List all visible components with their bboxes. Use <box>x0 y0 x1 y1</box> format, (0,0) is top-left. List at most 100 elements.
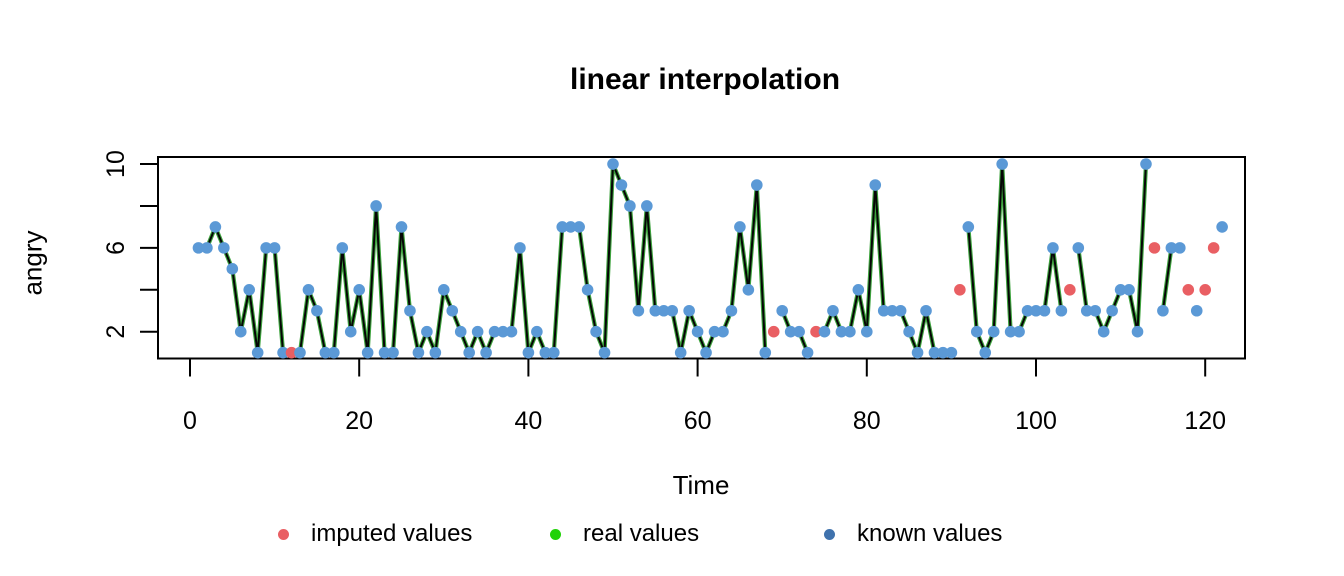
known-data-point <box>928 346 941 359</box>
series-line <box>848 288 860 333</box>
known-data-point <box>987 325 1000 338</box>
known-data-point <box>1216 221 1228 233</box>
series-line <box>273 246 285 354</box>
known-data-point <box>945 346 958 359</box>
series-line <box>916 309 928 354</box>
known-data-point <box>1089 304 1102 317</box>
legend-label-real: real values <box>583 520 700 547</box>
imputed-data-point <box>1182 283 1195 296</box>
known-data-point <box>353 283 366 296</box>
x-tick-label: 80 <box>853 407 881 435</box>
legend-label-known: known values <box>857 520 1003 547</box>
series-line <box>518 246 530 354</box>
series-line <box>231 267 242 333</box>
known-data-point <box>277 346 289 359</box>
known-data-point <box>962 221 975 233</box>
known-data-point <box>395 221 408 233</box>
known-data-point <box>260 242 272 254</box>
known-data-point <box>1038 304 1051 317</box>
known-data-point <box>268 242 281 254</box>
y-tick-label: 6 <box>102 241 130 255</box>
real-values-dot-icon <box>550 528 561 540</box>
known-data-point <box>522 346 535 359</box>
x-tick-label: 60 <box>684 407 712 435</box>
series-line <box>400 225 411 312</box>
series-line <box>332 246 344 354</box>
known-data-point <box>547 346 560 359</box>
known-data-point <box>497 325 509 338</box>
known-data-point <box>226 263 239 275</box>
known-data-point <box>1013 325 1025 338</box>
known-data-point <box>251 346 264 359</box>
known-data-point <box>827 304 839 317</box>
known-data-point <box>319 346 332 359</box>
series-line <box>967 225 978 333</box>
known-data-point <box>201 242 213 254</box>
known-data-point <box>894 304 907 317</box>
known-data-point <box>412 346 425 359</box>
x-tick-label: 20 <box>345 407 373 435</box>
known-data-point <box>421 325 433 338</box>
known-data-point <box>488 325 501 338</box>
known-data-point <box>920 304 932 317</box>
y-tick-label: 10 <box>102 150 130 178</box>
imputed-data-point <box>954 283 966 296</box>
known-data-point <box>243 283 256 296</box>
known-data-point <box>590 325 602 338</box>
known-data-point <box>539 346 552 359</box>
series-line <box>925 309 936 354</box>
known-data-point <box>725 304 738 317</box>
known-data-point <box>1165 242 1178 254</box>
x-tick-label: 40 <box>514 407 542 435</box>
series-line <box>349 288 361 333</box>
known-data-point <box>471 325 484 338</box>
known-data-point <box>336 242 349 254</box>
known-data-point <box>624 200 636 212</box>
series-line <box>315 309 327 354</box>
known-data-point <box>886 304 898 317</box>
known-data-point <box>607 158 619 170</box>
known-data-point <box>657 304 670 317</box>
imputed-data-point <box>1199 283 1211 296</box>
series-line <box>865 184 877 333</box>
known-data-point <box>514 242 526 254</box>
known-data-point <box>378 346 391 359</box>
known-data-point <box>683 304 695 317</box>
series-line <box>586 288 598 333</box>
series-line <box>1136 163 1147 333</box>
x-axis-label: Time <box>672 470 730 500</box>
series-line <box>645 204 657 312</box>
x-tick-label: 120 <box>1184 407 1226 435</box>
known-data-point <box>759 346 772 359</box>
series-line <box>857 288 868 333</box>
series-line <box>248 288 259 354</box>
known-data-point <box>361 346 374 359</box>
x-tick-label: 100 <box>1015 407 1057 435</box>
known-data-point <box>1097 325 1110 338</box>
known-data-point <box>311 304 323 317</box>
series-line <box>375 204 386 354</box>
series-line <box>408 309 420 354</box>
known-data-point <box>869 179 882 191</box>
series-line <box>747 184 758 291</box>
known-data-point <box>1114 283 1127 296</box>
imputed-data-point <box>1148 242 1161 254</box>
series-line <box>738 225 750 291</box>
series-line <box>671 309 682 354</box>
series-line <box>992 163 1004 333</box>
known-data-point <box>649 304 662 317</box>
known-data-point <box>598 346 611 359</box>
known-data-point <box>844 325 856 338</box>
known-data-point <box>1190 304 1203 317</box>
known-data-point <box>734 221 746 233</box>
legend-label-imputed: imputed values <box>311 520 473 547</box>
known-data-point <box>531 325 543 338</box>
known-data-point <box>1123 283 1135 296</box>
series-line <box>874 184 885 312</box>
y-tick-label: 2 <box>102 325 130 339</box>
known-data-point <box>996 158 1008 170</box>
series-line <box>510 246 521 333</box>
series-line <box>1077 246 1088 312</box>
